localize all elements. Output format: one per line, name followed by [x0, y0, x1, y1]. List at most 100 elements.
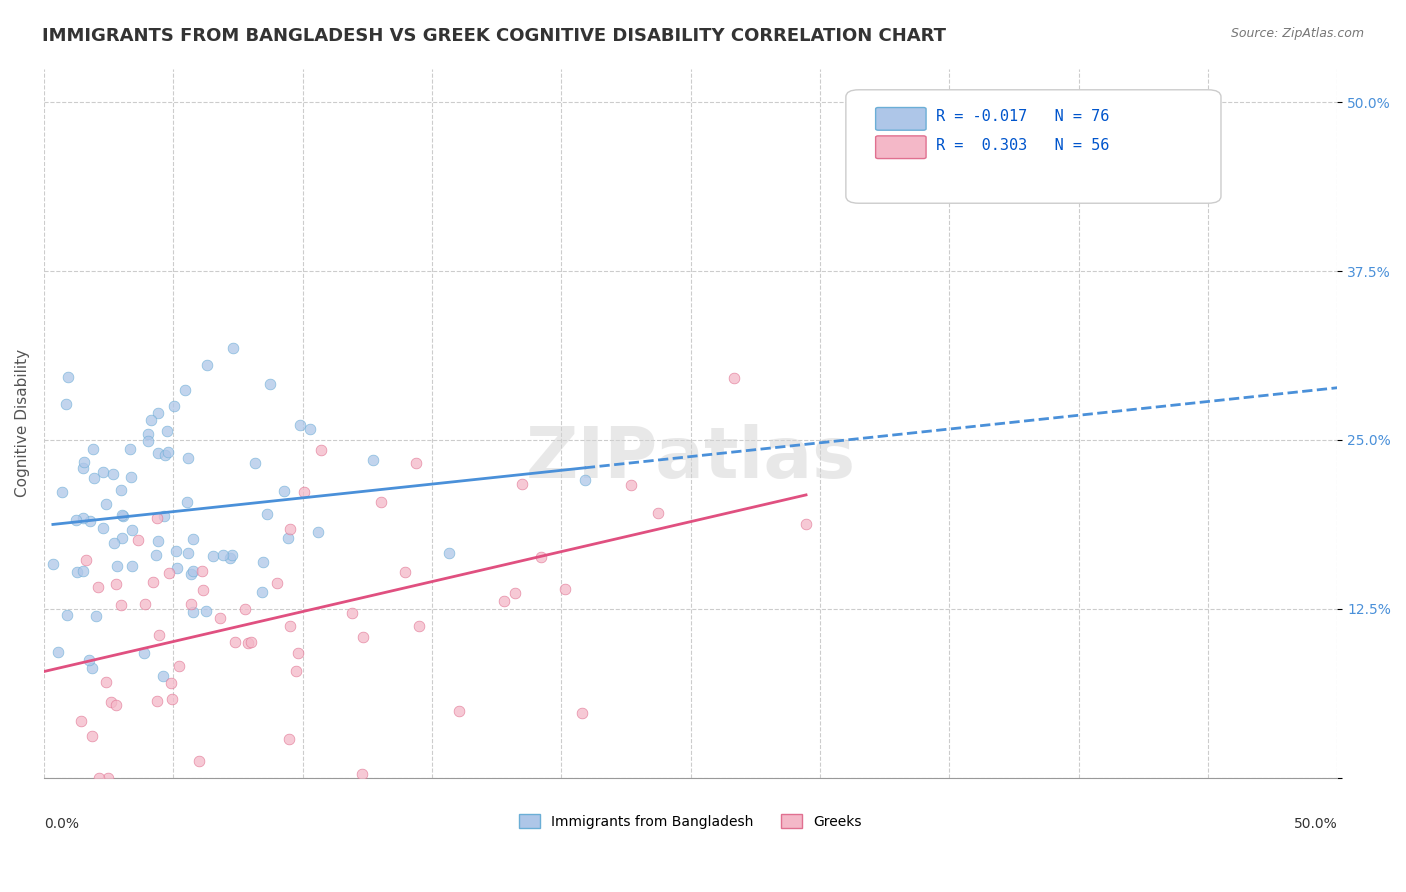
Greeks [209, 611, 232, 625]
Greeks [94, 675, 117, 690]
Immigrants from Bangladesh [136, 434, 159, 449]
Greeks [278, 731, 301, 746]
Immigrants from Bangladesh [574, 473, 596, 487]
Greeks [287, 646, 309, 660]
Greeks [405, 456, 427, 470]
Immigrants from Bangladesh [83, 471, 105, 485]
Immigrants from Bangladesh [197, 358, 219, 372]
Immigrants from Bangladesh [111, 531, 134, 545]
Greeks [70, 714, 93, 728]
Immigrants from Bangladesh [72, 511, 94, 525]
Greeks [447, 704, 470, 718]
Immigrants from Bangladesh [166, 561, 188, 575]
Greeks [352, 630, 374, 644]
Immigrants from Bangladesh [194, 603, 217, 617]
Immigrants from Bangladesh [73, 455, 96, 469]
Immigrants from Bangladesh [308, 524, 330, 539]
Immigrants from Bangladesh [110, 483, 132, 497]
Immigrants from Bangladesh [256, 507, 278, 521]
Immigrants from Bangladesh [55, 396, 77, 410]
Immigrants from Bangladesh [105, 558, 128, 573]
Greeks [142, 574, 165, 589]
Greeks [87, 580, 110, 594]
Greeks [233, 601, 256, 615]
Greeks [723, 370, 745, 384]
Immigrants from Bangladesh [91, 521, 114, 535]
Y-axis label: Cognitive Disability: Cognitive Disability [15, 349, 30, 497]
Immigrants from Bangladesh [363, 453, 385, 467]
Text: R =  0.303   N = 56: R = 0.303 N = 56 [936, 137, 1109, 153]
Immigrants from Bangladesh [152, 669, 174, 683]
Text: Source: ZipAtlas.com: Source: ZipAtlas.com [1230, 27, 1364, 40]
Text: 0.0%: 0.0% [44, 816, 79, 830]
Greeks [394, 565, 416, 579]
Greeks [145, 510, 167, 524]
Immigrants from Bangladesh [177, 546, 200, 560]
Immigrants from Bangladesh [177, 450, 200, 465]
Immigrants from Bangladesh [91, 465, 114, 479]
Immigrants from Bangladesh [212, 548, 235, 562]
Greeks [571, 706, 593, 721]
Greeks [191, 564, 214, 578]
Immigrants from Bangladesh [181, 605, 204, 619]
Greeks [794, 516, 817, 531]
Greeks [278, 619, 301, 633]
Immigrants from Bangladesh [252, 585, 274, 599]
Immigrants from Bangladesh [111, 508, 134, 523]
Immigrants from Bangladesh [273, 483, 295, 498]
Immigrants from Bangladesh [148, 406, 170, 420]
Immigrants from Bangladesh [183, 532, 205, 546]
Immigrants from Bangladesh [176, 495, 198, 509]
Immigrants from Bangladesh [222, 341, 245, 355]
Immigrants from Bangladesh [174, 383, 197, 397]
Greeks [492, 593, 515, 607]
Immigrants from Bangladesh [120, 470, 142, 484]
Greeks [145, 694, 167, 708]
Text: IMMIGRANTS FROM BANGLADESH VS GREEK COGNITIVE DISABILITY CORRELATION CHART: IMMIGRANTS FROM BANGLADESH VS GREEK COGN… [42, 27, 946, 45]
Immigrants from Bangladesh [121, 559, 143, 574]
Greeks [530, 550, 553, 565]
Greeks [187, 754, 209, 768]
Greeks [284, 664, 307, 678]
Greeks [134, 598, 156, 612]
Immigrants from Bangladesh [201, 549, 224, 564]
Immigrants from Bangladesh [118, 442, 141, 457]
Immigrants from Bangladesh [72, 564, 94, 578]
Text: ZIPatlas: ZIPatlas [526, 424, 856, 493]
Immigrants from Bangladesh [42, 557, 65, 571]
Immigrants from Bangladesh [82, 660, 104, 674]
Immigrants from Bangladesh [65, 513, 87, 527]
Greeks [278, 522, 301, 536]
Immigrants from Bangladesh [437, 546, 460, 560]
Immigrants from Bangladesh [221, 548, 243, 562]
Greeks [110, 599, 132, 613]
Greeks [159, 676, 181, 690]
Greeks [75, 553, 97, 567]
Immigrants from Bangladesh [252, 555, 274, 569]
Immigrants from Bangladesh [103, 535, 125, 549]
Immigrants from Bangladesh [51, 484, 73, 499]
Immigrants from Bangladesh [72, 461, 94, 475]
Immigrants from Bangladesh [153, 448, 176, 462]
Immigrants from Bangladesh [121, 523, 143, 537]
Greeks [236, 636, 259, 650]
Immigrants from Bangladesh [219, 551, 242, 566]
Legend: Immigrants from Bangladesh, Greeks: Immigrants from Bangladesh, Greeks [513, 808, 868, 834]
Immigrants from Bangladesh [46, 645, 69, 659]
Greeks [80, 729, 103, 743]
Greeks [370, 495, 392, 509]
Immigrants from Bangladesh [84, 609, 107, 624]
Greeks [127, 533, 149, 547]
Greeks [160, 691, 183, 706]
Immigrants from Bangladesh [290, 418, 312, 433]
Greeks [620, 478, 643, 492]
Immigrants from Bangladesh [183, 564, 205, 578]
Immigrants from Bangladesh [277, 532, 299, 546]
Greeks [266, 575, 288, 590]
Immigrants from Bangladesh [155, 425, 177, 439]
Immigrants from Bangladesh [139, 412, 162, 426]
Greeks [180, 597, 202, 611]
Immigrants from Bangladesh [165, 544, 187, 558]
Immigrants from Bangladesh [180, 566, 202, 581]
Greeks [311, 443, 333, 458]
